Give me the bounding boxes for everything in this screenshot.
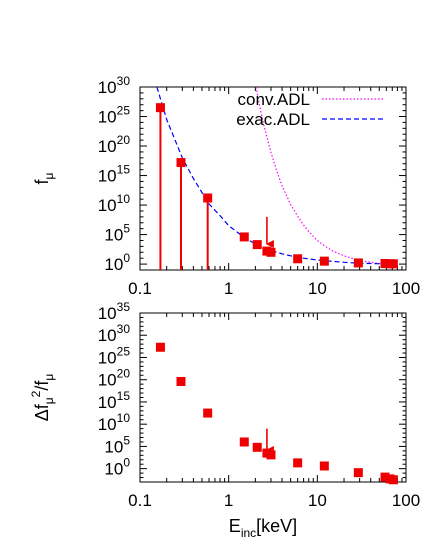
x-tick-label: 1 [224, 491, 233, 510]
y-tick-label: 105 [104, 433, 130, 456]
y-tick-label: 1010 [98, 411, 131, 434]
y-tick-label: 1015 [98, 389, 131, 412]
y-tick-label: 1030 [98, 74, 131, 97]
y-tick-label: 1020 [98, 133, 131, 156]
x-tick-label: 0.1 [128, 279, 152, 298]
x-tick-label: 1 [224, 279, 233, 298]
y-tick-label: 1015 [98, 163, 131, 186]
legend-label: conv.ADL [238, 90, 310, 109]
data-point [293, 458, 303, 468]
data-point [176, 376, 186, 386]
x-tick-label: 100 [392, 279, 420, 298]
data-point [319, 461, 329, 471]
y-tick-label: 1025 [98, 344, 131, 367]
data-point [155, 342, 165, 352]
series-line-conv-adl [255, 87, 398, 266]
data-point [353, 258, 363, 268]
data-point [319, 256, 329, 266]
y-tick-label: 1010 [98, 192, 131, 215]
data-point [252, 442, 262, 452]
x-tick-label: 100 [392, 491, 420, 510]
data-point [293, 254, 303, 264]
data-point [353, 468, 363, 478]
data-point [203, 193, 213, 203]
x-axis-label: Einc[keV] [229, 516, 297, 540]
x-tick-label: 10 [308, 279, 327, 298]
panel-bottom: 0.1 1 10 100100105101010151020102510301035Δ… [29, 300, 420, 540]
panel-top: 0.1 1 10 100 100 105 1010 1015 1020 1025 1030 conv.… [32, 74, 420, 298]
data-point [239, 437, 249, 447]
y-tick-label: 1020 [98, 367, 131, 390]
y-tick-label: 1025 [98, 104, 131, 127]
y-tick-label: 100 [104, 251, 130, 274]
data-point [155, 103, 165, 113]
data-point [266, 247, 276, 257]
series-line-exac-adl [156, 87, 398, 265]
data-point [239, 232, 249, 242]
y-tick-label: 105 [104, 222, 130, 245]
data-point [176, 158, 186, 168]
data-point [380, 472, 390, 482]
data-point [252, 240, 262, 250]
data-point [380, 259, 390, 269]
data-point [388, 259, 398, 269]
data-point [203, 408, 213, 418]
x-tick-label: 10 [308, 491, 327, 510]
x-tick-label: 0.1 [128, 491, 152, 510]
data-point [266, 450, 276, 460]
y-axis-label: fμ [32, 172, 56, 184]
y-tick-label: 100 [104, 456, 130, 479]
legend-label: exac.ADL [236, 110, 310, 129]
y-tick-label: 1030 [98, 322, 131, 345]
y-axis-label: Δfμ2/fμ [29, 374, 56, 422]
y-tick-label: 1035 [98, 300, 131, 323]
data-point [388, 475, 398, 485]
plot-frame [139, 86, 407, 271]
